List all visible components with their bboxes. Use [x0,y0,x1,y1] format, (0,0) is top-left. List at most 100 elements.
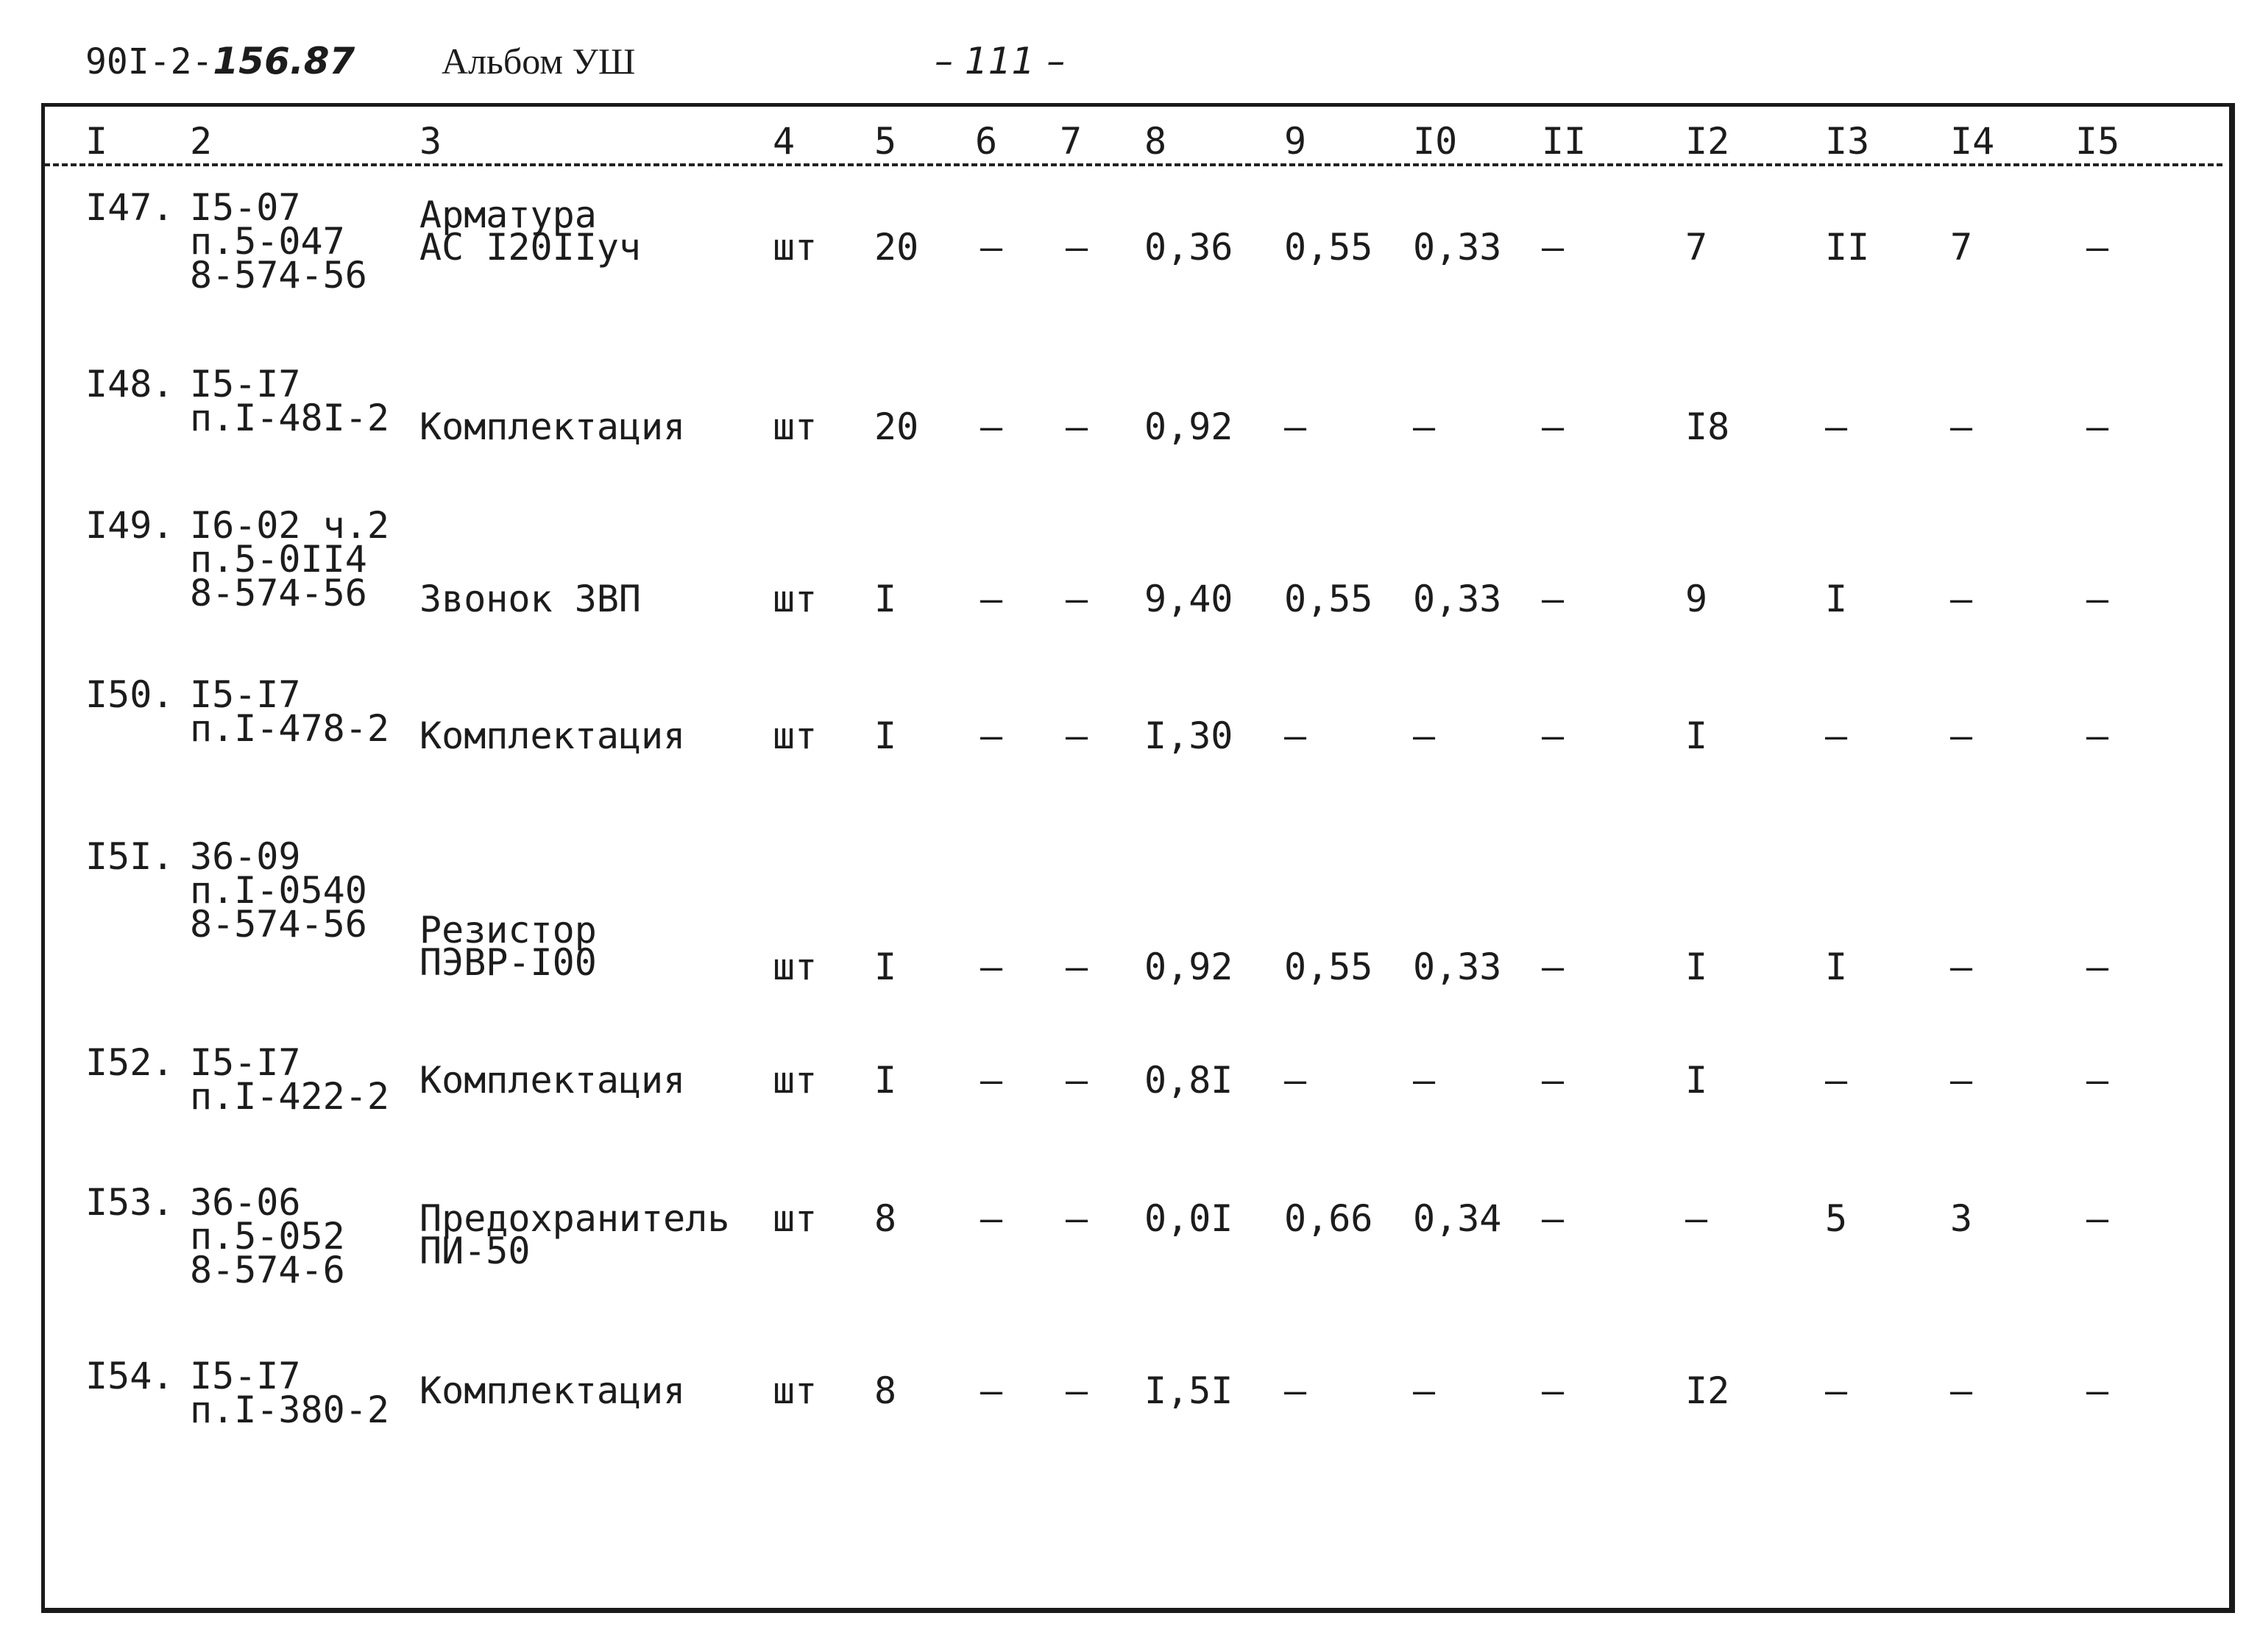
value-c11: – [1542,405,1565,448]
value-c12: I [1685,715,1708,757]
reference-line: I5-07 [190,186,301,229]
value-c6: – [980,226,1003,269]
value-c11: – [1542,1059,1565,1102]
page-number: – 111 – [935,40,1066,82]
value-qty: I [874,578,897,620]
value-c8: 0,36 [1144,226,1233,269]
reference-line: 36-09 [190,835,301,878]
reference-line: п.I-422-2 [190,1075,389,1118]
value-c15: – [2086,578,2109,620]
value-c14: – [1950,405,1973,448]
value-c13: – [1825,1369,1848,1412]
value-c10: 0,33 [1413,578,1502,620]
value-unit: шт [773,226,818,269]
value-c13: – [1825,715,1848,757]
column-header-6: 6 [975,120,998,163]
value-c9: – [1284,1369,1307,1412]
value-c11: – [1542,1197,1565,1240]
value-qty: 20 [874,226,919,269]
value-c9: 0,55 [1284,578,1373,620]
value-c9: – [1284,405,1307,448]
reference-line: п.I-380-2 [190,1389,389,1431]
value-c10: 0,33 [1413,226,1502,269]
row-number: I49. [85,504,174,547]
item-name-line: АС I20IIуч [419,226,642,269]
reference-line: 8-574-56 [190,903,367,946]
value-c11: – [1542,946,1565,988]
value-c7: – [1066,715,1088,757]
item-name-line: Комплектация [419,715,686,757]
value-c12: 7 [1685,226,1708,269]
value-qty: I [874,946,897,988]
value-c9: – [1284,715,1307,757]
column-header-4: 4 [773,120,796,163]
item-name-line: Комплектация [419,405,686,448]
value-unit: шт [773,715,818,757]
value-c10: – [1413,1369,1436,1412]
value-c8: 0,8I [1144,1059,1233,1102]
value-c9: 0,66 [1284,1197,1373,1240]
value-c15: – [2086,1369,2109,1412]
value-c10: 0,33 [1413,946,1502,988]
column-header-2: 2 [190,120,213,163]
reference-line: 36-06 [190,1181,301,1224]
value-c13: I [1825,578,1848,620]
value-unit: шт [773,405,818,448]
column-header-9: 9 [1284,120,1307,163]
reference-line: п.I-0540 [190,869,367,912]
reference-line: I5-I7 [190,673,301,716]
value-c15: – [2086,946,2109,988]
reference-line: I6-02 ч.2 [190,504,389,547]
value-c11: – [1542,226,1565,269]
value-c14: – [1950,1059,1973,1102]
table-frame [41,103,2235,1613]
row-number: I50. [85,673,174,716]
row-number: I52. [85,1041,174,1084]
value-c11: – [1542,715,1565,757]
value-c12: 9 [1685,578,1708,620]
value-c14: – [1950,946,1973,988]
item-name-line: Резистор [419,909,597,951]
value-c6: – [980,578,1003,620]
column-header-8: 8 [1144,120,1167,163]
value-c6: – [980,1369,1003,1412]
item-name-line: Арматура [419,194,597,236]
reference-line: I5-I7 [190,1355,301,1397]
value-c6: – [980,1197,1003,1240]
column-header-1: I [85,120,108,163]
reference-line: I5-I7 [190,363,301,405]
row-number: I53. [85,1181,174,1224]
value-c14: – [1950,1369,1973,1412]
reference-line: п.I-48I-2 [190,397,389,439]
value-c7: – [1066,578,1088,620]
row-number: I47. [85,186,174,229]
reference-line: п.5-0II4 [190,538,367,581]
value-unit: шт [773,1059,818,1102]
reference-line: 8-574-56 [190,572,367,614]
item-name-line: ПЭВР-I00 [419,941,597,984]
reference-line: п.5-047 [190,220,345,263]
value-c10: 0,34 [1413,1197,1502,1240]
value-c12: I2 [1685,1369,1730,1412]
column-header-3: 3 [419,120,442,163]
reference-line: 8-574-56 [190,254,367,297]
value-qty: 8 [874,1369,897,1412]
value-c13: I [1825,946,1848,988]
value-qty: I [874,715,897,757]
value-qty: 8 [874,1197,897,1240]
item-name-line: ПИ-50 [419,1230,531,1272]
value-unit: шт [773,578,818,620]
value-c10: – [1413,1059,1436,1102]
value-c8: 9,40 [1144,578,1233,620]
column-header-10: I0 [1413,120,1458,163]
value-c6: – [980,1059,1003,1102]
value-c12: I [1685,946,1708,988]
value-c8: I,5I [1144,1369,1233,1412]
value-c14: 3 [1950,1197,1973,1240]
value-qty: 20 [874,405,919,448]
item-name-line: Комплектация [419,1059,686,1102]
value-c11: – [1542,1369,1565,1412]
value-c15: – [2086,1059,2109,1102]
column-header-7: 7 [1060,120,1083,163]
value-c15: – [2086,405,2109,448]
